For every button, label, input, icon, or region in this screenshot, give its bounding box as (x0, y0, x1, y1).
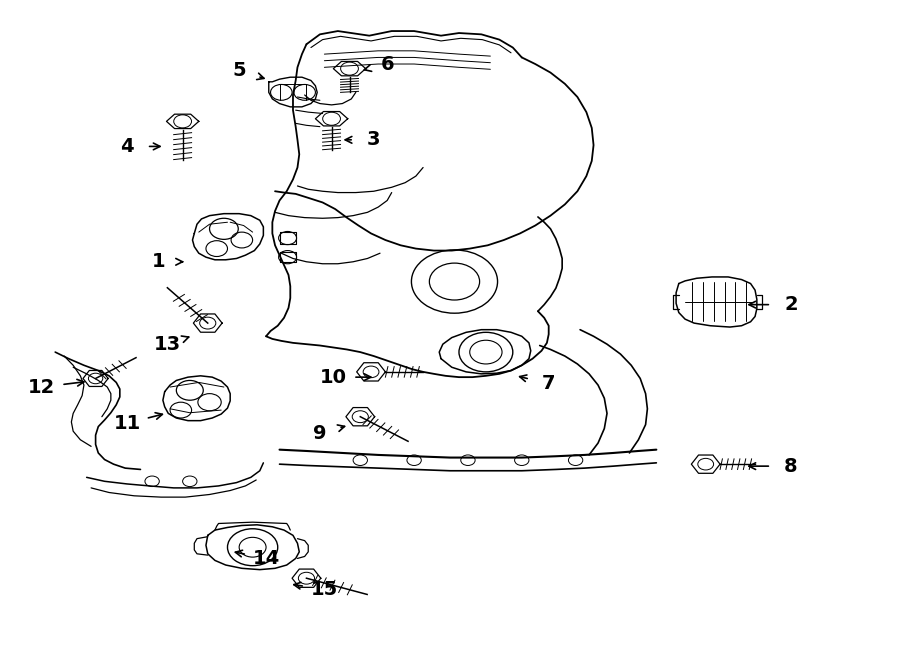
Text: 3: 3 (367, 130, 381, 150)
Text: 14: 14 (252, 549, 280, 568)
Text: 2: 2 (784, 295, 797, 314)
Text: 15: 15 (310, 580, 338, 599)
Text: 5: 5 (232, 61, 246, 80)
Text: 1: 1 (151, 252, 166, 271)
Text: 12: 12 (28, 377, 56, 397)
Text: 7: 7 (542, 374, 555, 393)
Text: 10: 10 (320, 367, 346, 387)
Text: 8: 8 (784, 457, 797, 475)
Text: 4: 4 (121, 137, 134, 156)
Text: 11: 11 (113, 414, 140, 433)
Text: 13: 13 (154, 335, 181, 354)
Text: 6: 6 (381, 54, 394, 73)
Text: 9: 9 (313, 424, 327, 443)
